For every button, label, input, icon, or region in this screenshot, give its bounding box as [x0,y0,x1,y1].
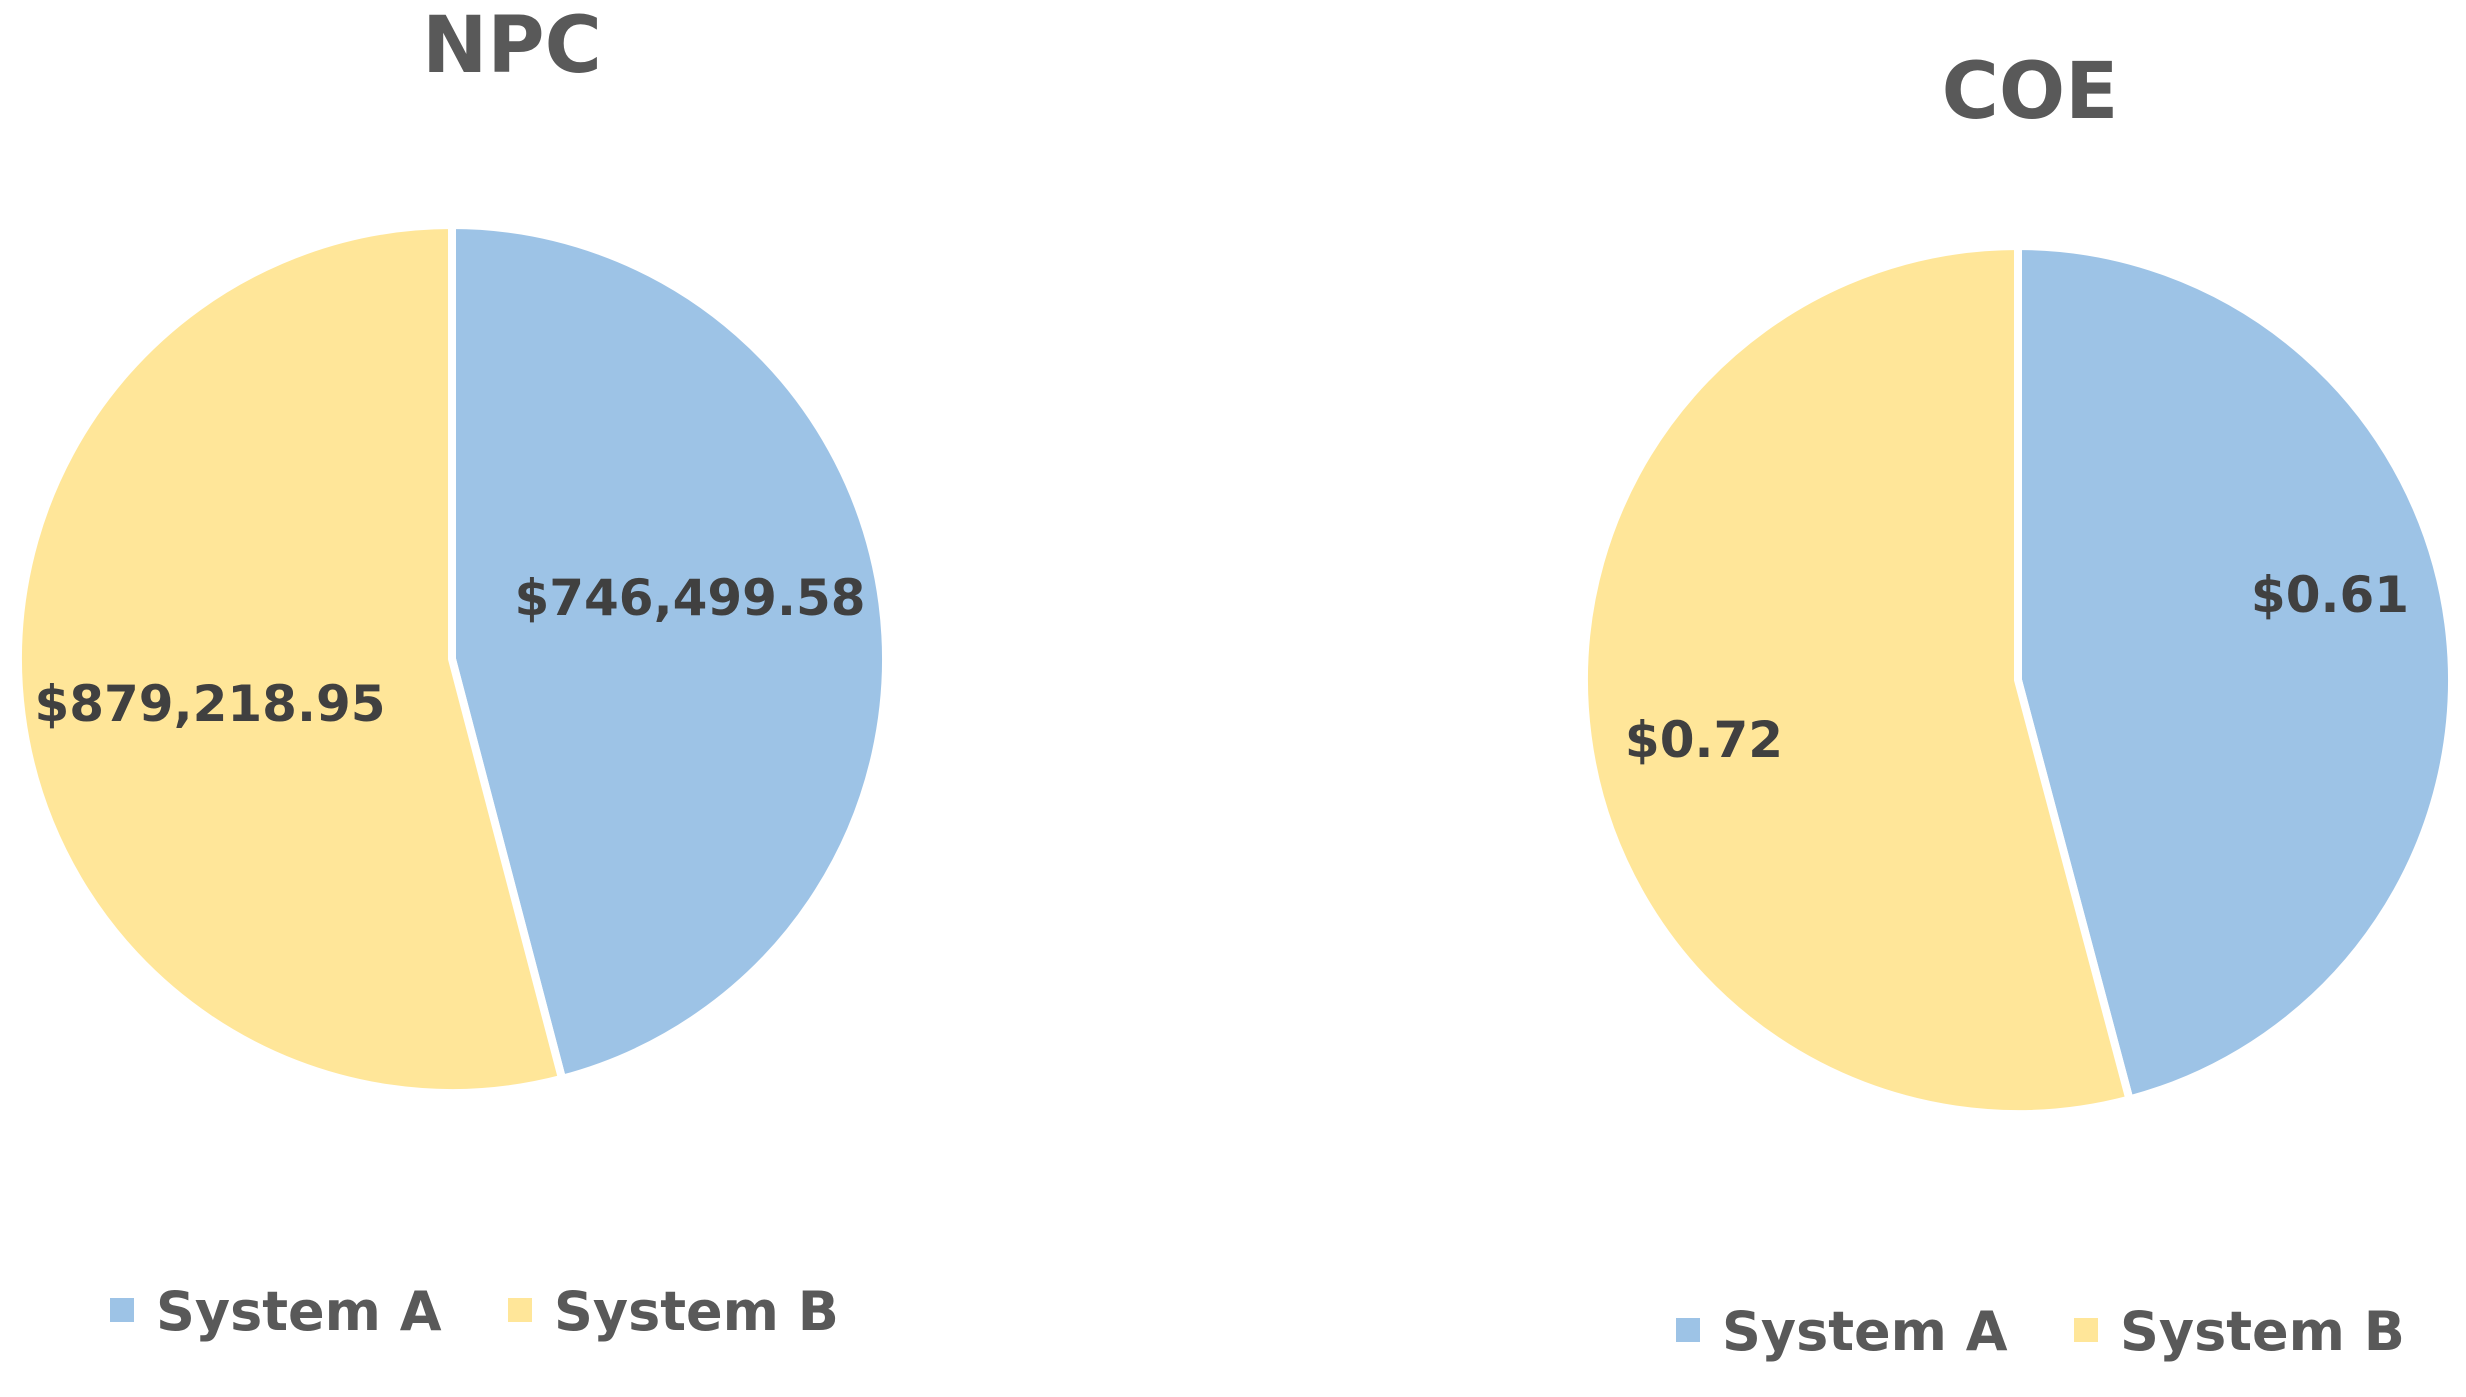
data-label-system-b: $879,218.95 [34,675,385,733]
chart-title: COE [1942,47,2119,137]
npc-pie-chart: NPC $746,499.58 $879,218.95 System A Syst… [14,1,890,1343]
data-label-system-a: $746,499.58 [514,569,865,627]
legend-label-system-b: System B [2120,1300,2405,1363]
legend-label-system-b: System B [554,1280,839,1343]
legend-label-system-a: System A [1722,1300,2008,1363]
legend: System A System B [110,1280,839,1343]
pie-slice-system-b [14,221,567,1097]
legend-swatch-system-a [110,1298,134,1322]
legend-swatch-system-a [1676,1318,1700,1342]
legend-swatch-system-b [508,1298,532,1322]
coe-pie-chart: COE $0.61 $0.72 System A System B [1580,47,2456,1363]
data-labels: $746,499.58 $879,218.95 [34,569,865,733]
legend-swatch-system-b [2074,1318,2098,1342]
legend: System A System B [1676,1300,2405,1363]
pie-slice-system-b [1580,242,2134,1118]
pie-slice-system-a [448,221,890,1083]
data-labels: $0.61 $0.72 [1625,566,2409,769]
legend-label-system-a: System A [156,1280,442,1343]
data-label-system-a: $0.61 [2251,566,2409,624]
pie-slices [14,221,890,1097]
pie-slices [1580,242,2456,1118]
chart-title: NPC [422,1,602,91]
data-label-system-b: $0.72 [1625,711,1783,769]
pie-slice-system-a [2014,242,2456,1104]
